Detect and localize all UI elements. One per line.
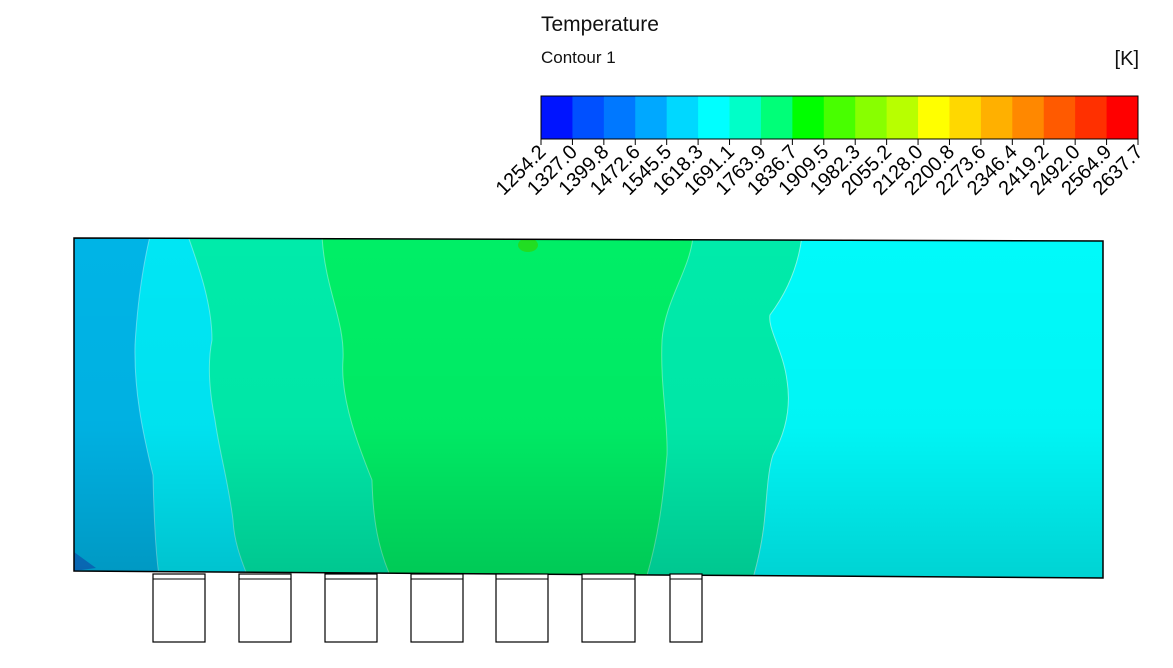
colorbar-segment [541,96,573,139]
colorbar-frame [540,95,1139,140]
colorbar-segment [760,96,793,139]
colorbar-segment [603,96,636,139]
inlet-port [152,573,206,643]
colorbar-segment [1043,96,1076,139]
colorbar-segment [886,96,919,139]
colorbar-segment [666,96,699,139]
colorbar-segment [792,96,825,139]
colorbar-segment [949,96,982,139]
inlet-port [669,573,703,643]
colorbar-segment [572,96,605,139]
colorbar-unit: [K] [1114,48,1139,70]
inlet-port [324,573,378,643]
inlet-ports [152,573,703,643]
depth-shading [74,238,1103,578]
colorbar-segment [980,96,1013,139]
colorbar-segment [918,96,950,139]
temperature-field [74,238,1103,578]
colorbar-segment [635,96,668,139]
domain-outline [73,237,1104,579]
inlet-port [581,573,636,643]
colorbar: 1254.21327.01399.81472.61545.51618.31691… [492,95,1148,200]
colorbar-segment [823,96,856,139]
colorbar-segment [1106,96,1139,139]
colorbar-segment [1012,96,1045,139]
chart-subtitle: Contour 1 [541,48,616,67]
inlet-port [410,573,464,643]
colorbar-segment [698,96,731,139]
colorbar-segment [855,96,888,139]
colorbar-segment [729,96,762,139]
inlet-port [495,573,549,643]
chart-title: Temperature [541,13,659,36]
inlet-port [238,573,292,643]
colorbar-segment [1075,96,1108,139]
